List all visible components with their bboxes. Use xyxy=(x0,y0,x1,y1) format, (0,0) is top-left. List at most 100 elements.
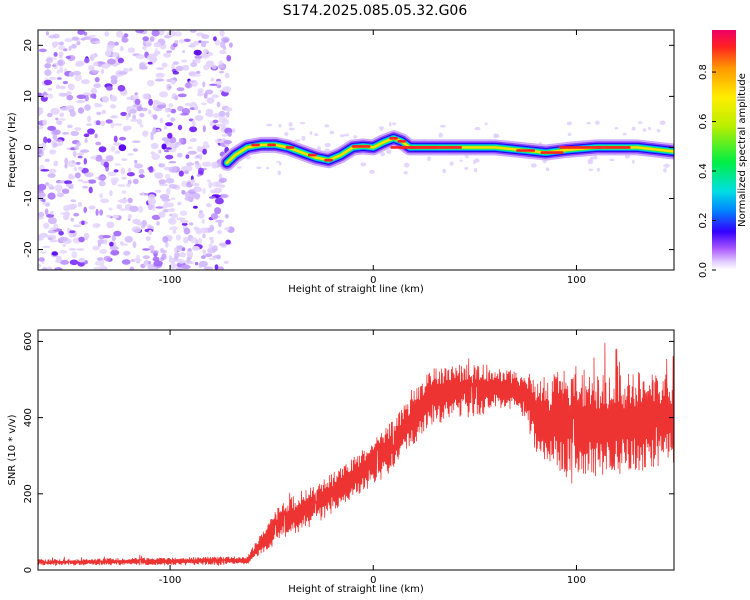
noise-speckle xyxy=(55,139,62,142)
noise-speckle xyxy=(360,162,367,167)
noise-speckle xyxy=(47,184,54,188)
noise-speckle xyxy=(38,48,47,53)
noise-speckle xyxy=(198,210,203,214)
noise-speckle xyxy=(156,129,161,132)
noise-speckle xyxy=(118,144,127,152)
noise-speckle xyxy=(44,208,49,215)
noise-speckle xyxy=(170,207,176,213)
noise-speckle xyxy=(134,159,138,164)
noise-speckle xyxy=(168,161,177,164)
noise-speckle xyxy=(165,147,172,150)
noise-speckle xyxy=(224,72,230,79)
noise-speckle xyxy=(586,122,591,125)
noise-speckle xyxy=(142,93,150,100)
noise-speckle xyxy=(123,250,131,256)
noise-speckle xyxy=(156,67,165,71)
spectrogram-heatmap xyxy=(38,30,674,270)
noise-speckle xyxy=(369,169,375,174)
noise-speckle xyxy=(38,92,43,97)
noise-speckle xyxy=(176,245,184,250)
noise-speckle xyxy=(442,168,447,174)
noise-speckle xyxy=(110,104,117,109)
y-tick-label: 20 xyxy=(23,39,34,52)
noise-speckle xyxy=(61,188,70,194)
noise-speckle xyxy=(218,221,222,228)
y-tick-label: 0 xyxy=(23,567,34,573)
noise-speckle xyxy=(110,249,120,256)
noise-speckle xyxy=(54,267,63,270)
noise-speckle xyxy=(218,242,228,247)
noise-speckle xyxy=(95,120,101,126)
noise-speckle xyxy=(77,166,84,171)
noise-speckle xyxy=(137,205,144,213)
noise-speckle xyxy=(141,219,147,227)
noise-speckle xyxy=(218,60,224,66)
noise-speckle xyxy=(214,264,219,270)
noise-speckle xyxy=(95,208,99,216)
noise-speckle xyxy=(62,132,70,135)
noise-speckle xyxy=(138,168,145,175)
noise-speckle xyxy=(161,137,170,142)
noise-speckle xyxy=(158,179,167,185)
noise-speckle xyxy=(90,87,98,95)
noise-speckle xyxy=(392,122,397,126)
colorbar-tick-label: 0.6 xyxy=(698,114,709,130)
noise-speckle xyxy=(189,237,198,244)
noise-speckle xyxy=(205,108,214,114)
noise-speckle xyxy=(205,60,215,68)
noise-speckle xyxy=(127,214,132,219)
colorbar: 0.0 0.2 0.4 0.6 0.8 Normalized spectral ampl… xyxy=(698,30,748,278)
noise-speckle xyxy=(135,54,145,60)
noise-speckle xyxy=(135,30,145,34)
noise-speckle xyxy=(71,160,75,164)
noise-speckle xyxy=(142,40,146,46)
noise-speckle xyxy=(288,127,295,131)
noise-speckle xyxy=(106,214,111,218)
noise-speckle xyxy=(223,260,229,264)
noise-speckle xyxy=(134,92,138,96)
noise-speckle xyxy=(99,248,108,255)
noise-speckle xyxy=(188,80,196,83)
noise-speckle xyxy=(378,126,385,130)
noise-speckle xyxy=(113,142,122,146)
noise-speckle xyxy=(132,114,137,121)
noise-speckle xyxy=(101,109,106,115)
noise-speckle xyxy=(210,240,215,244)
noise-speckle xyxy=(142,255,150,260)
noise-speckle xyxy=(109,241,114,247)
noise-speckle xyxy=(99,120,106,127)
noise-speckle xyxy=(110,121,115,129)
noise-speckle xyxy=(128,167,132,173)
noise-speckle xyxy=(185,154,190,159)
noise-speckle xyxy=(148,229,153,236)
noise-speckle xyxy=(202,188,206,195)
noise-speckle xyxy=(202,233,206,239)
noise-speckle xyxy=(196,145,202,152)
noise-speckle xyxy=(596,167,600,172)
noise-speckle xyxy=(218,110,226,117)
noise-speckle xyxy=(45,57,53,64)
noise-speckle xyxy=(301,135,306,141)
noise-speckle xyxy=(158,30,165,36)
noise-speckle xyxy=(151,30,160,37)
noise-speckle xyxy=(102,235,111,239)
noise-speckle xyxy=(162,209,168,213)
noise-speckle xyxy=(211,94,219,99)
noise-speckle xyxy=(47,93,54,99)
x-tick-label: 100 xyxy=(567,575,586,586)
snr-series-line xyxy=(37,342,675,566)
noise-speckle xyxy=(64,157,69,165)
noise-speckle xyxy=(150,133,154,141)
noise-speckle xyxy=(99,61,106,65)
noise-speckle xyxy=(98,176,102,181)
noise-speckle xyxy=(144,40,152,48)
noise-speckle xyxy=(76,41,81,46)
noise-speckle xyxy=(186,162,195,166)
noise-speckle xyxy=(41,198,46,203)
noise-speckle xyxy=(124,235,133,243)
noise-speckle xyxy=(196,174,201,177)
noise-speckle xyxy=(127,218,131,221)
noise-speckle xyxy=(211,161,218,169)
noise-speckle xyxy=(57,59,66,67)
